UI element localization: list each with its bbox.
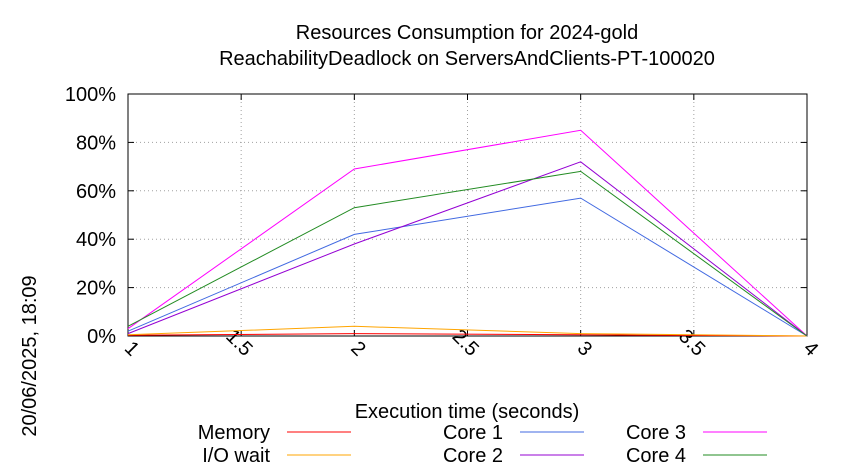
y-tick-label: 100% (65, 84, 116, 106)
x-tick-label: 3.5 (674, 325, 709, 360)
series-line-memory (127, 333, 808, 337)
series-line-core-3 (127, 129, 808, 337)
series-line-core-2 (127, 161, 808, 337)
legend-label: Core 1 (443, 422, 503, 444)
x-axis-ticks: 1 1.5 2 2.5 3 3.5 4 (120, 94, 822, 361)
x-axis-label: Execution time (seconds) (355, 401, 580, 423)
legend-label: Core 3 (626, 422, 686, 444)
y-tick-label: 20% (76, 278, 116, 300)
x-tick-label: 3 (573, 337, 596, 360)
legend-label: Memory (198, 422, 270, 444)
legend-label: Core 4 (626, 445, 686, 467)
y-tick-label: 0% (87, 326, 116, 348)
series-line-core-4 (127, 170, 808, 337)
timestamp-label: 20/06/2025, 18:09 (19, 275, 41, 436)
chart-title-line-2: ReachabilityDeadlock on ServersAndClient… (219, 48, 715, 70)
x-tick-label: 2 (346, 337, 369, 360)
series-line-core-1 (127, 197, 808, 337)
x-tick-label: 1 (120, 337, 143, 360)
legend-label: Core 2 (443, 445, 503, 467)
y-tick-label: 40% (76, 229, 116, 251)
x-tick-label: 4 (799, 337, 822, 360)
series-lines (127, 129, 808, 337)
legend-label: I/O wait (202, 445, 270, 467)
grid-lines (128, 94, 807, 336)
y-tick-label: 80% (76, 132, 116, 154)
y-axis-ticks: 0% 20% 40% 60% 80% 100% (65, 84, 807, 348)
chart-title-line-1: Resources Consumption for 2024-gold (296, 22, 638, 44)
series-line-i-o-wait (127, 325, 808, 337)
y-tick-label: 60% (76, 181, 116, 203)
